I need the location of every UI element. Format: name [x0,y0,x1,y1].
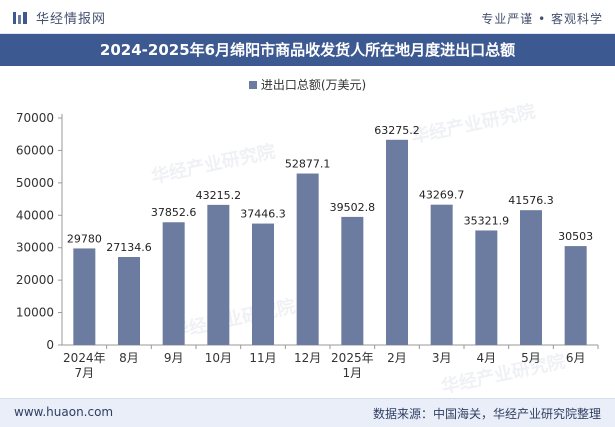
x-tick-label: 12月 [294,351,321,365]
x-tick-label: 5月 [521,351,541,365]
y-tick-label: 20000 [16,273,54,287]
x-tick-label: 8月 [119,351,139,365]
x-tick-label-line: 2024年 [63,351,106,365]
bar [430,204,453,345]
brand-logo-icon [13,11,27,24]
y-tick-label: 50000 [16,176,54,190]
bar [73,248,96,345]
x-tick-label-line: 3月 [432,351,452,365]
footer-source: 数据来源：中国海关，华经产业研究院整理 [372,407,601,421]
footer: www.huaon.com 数据来源：中国海关，华经产业研究院整理 [0,398,615,427]
tagline: 专业严谨 • 客观科学 [481,12,603,26]
y-tick-label: 40000 [16,208,54,222]
title-bar: 2024-2025年6月绵阳市商品收发货人所在地月度进出口总额 [0,34,615,66]
x-tick-label-line: 8月 [119,351,139,365]
x-tick-label: 11月 [249,351,276,365]
x-tick-label-line: 11月 [249,351,276,365]
bar [475,230,498,345]
bar [296,173,319,345]
data-label: 43269.7 [419,189,465,202]
data-label: 27134.6 [106,241,152,254]
data-label: 43215.2 [196,189,242,202]
x-tick-label: 6月 [566,351,586,365]
x-tick-label-line: 6月 [566,351,586,365]
data-label: 63275.2 [374,124,420,137]
bar [252,223,274,345]
y-tick-label: 30000 [16,241,54,255]
x-tick-label-line: 1月 [343,366,363,380]
legend-swatch [248,81,257,89]
x-tick-label-line: 2025年 [331,351,374,365]
bar [564,246,587,345]
x-tick-label: 2月 [387,351,407,365]
chart-legend: 进出口总额(万美元) [0,76,615,93]
x-tick-label-line: 2月 [387,351,407,365]
data-label: 41576.3 [508,194,554,207]
y-tick-label: 0 [46,338,54,352]
top-bar: 华经情报网 专业严谨 • 客观科学 [0,0,615,34]
data-label: 52877.1 [285,158,331,171]
bar [341,216,364,345]
y-tick-label: 10000 [16,306,54,320]
data-label: 37446.3 [240,208,286,221]
brand[interactable]: 华经情报网 [12,8,106,27]
x-tick-label-line: 9月 [164,351,184,365]
x-tick-label-line: 12月 [294,351,321,365]
footer-website[interactable]: www.huaon.com [14,405,114,419]
brand-name: 华经情报网 [36,12,107,27]
data-label: 35321.9 [464,214,510,227]
x-tick-label: 2025年 1月 [331,351,374,380]
x-tick-label-line: 5月 [521,351,541,365]
x-tick-label: 10月 [205,351,232,365]
x-tick-label: 2024年 7月 [63,351,106,380]
x-tick-label: 9月 [164,351,184,365]
bar [207,204,230,345]
data-label: 29780 [67,232,102,245]
bar [386,139,408,345]
x-tick-label-line: 4月 [477,351,497,365]
bar [520,210,542,345]
x-tick-label: 3月 [432,351,452,365]
legend-label: 进出口总额(万美元) [260,78,367,92]
chart-title: 2024-2025年6月绵阳市商品收发货人所在地月度进出口总额 [99,41,516,59]
x-tick-label: 4月 [477,351,497,365]
y-tick-label: 60000 [16,143,54,157]
data-label: 37852.6 [151,206,197,219]
bar-chart: 0 10000 20000 30000 40000 50000 60000 70000 2978… [16,111,599,380]
data-label: 30503 [558,230,593,243]
y-tick-label: 70000 [16,111,54,125]
x-tick-label-line: 7月 [75,366,95,380]
bar [118,257,140,345]
data-label: 39502.8 [330,201,376,214]
bar [162,222,185,345]
x-tick-label-line: 10月 [205,351,232,365]
